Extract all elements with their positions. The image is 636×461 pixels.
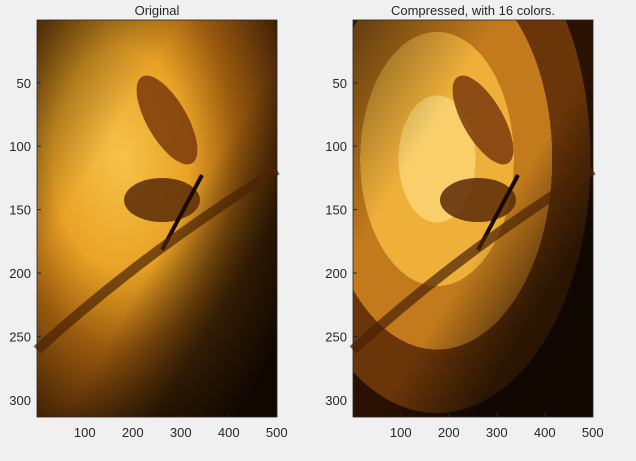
branch <box>33 165 280 354</box>
axes-box <box>36 19 278 418</box>
wing <box>452 75 514 165</box>
y-tick-label: 300 <box>325 393 347 408</box>
axes-title: Compressed, with 16 colors. <box>391 3 555 18</box>
axes-title: Original <box>135 3 180 18</box>
x-tick-label: 400 <box>218 425 240 440</box>
x-tick-label: 300 <box>486 425 508 440</box>
y-tick-label: 200 <box>9 266 31 281</box>
y-tick-label: 250 <box>325 329 347 344</box>
y-tick-label: 50 <box>333 76 347 91</box>
y-tick-label: 100 <box>325 139 347 154</box>
x-tick-label: 100 <box>390 425 412 440</box>
x-tick-label: 100 <box>74 425 96 440</box>
y-tick-label: 200 <box>325 266 347 281</box>
y-tick-label: 150 <box>325 203 347 218</box>
y-tick-label: 100 <box>9 139 31 154</box>
axes-box <box>352 19 594 418</box>
y-tick-label: 300 <box>9 393 31 408</box>
y-tick-label: 150 <box>9 203 31 218</box>
y-tick-label: 50 <box>17 76 31 91</box>
x-tick-label: 300 <box>170 425 192 440</box>
x-tick-label: 200 <box>438 425 460 440</box>
x-tick-label: 500 <box>582 425 604 440</box>
x-tick-label: 400 <box>534 425 556 440</box>
x-tick-label: 500 <box>266 425 288 440</box>
y-tick-label: 250 <box>9 329 31 344</box>
x-tick-label: 200 <box>122 425 144 440</box>
branch <box>349 165 596 354</box>
wing <box>136 75 198 165</box>
